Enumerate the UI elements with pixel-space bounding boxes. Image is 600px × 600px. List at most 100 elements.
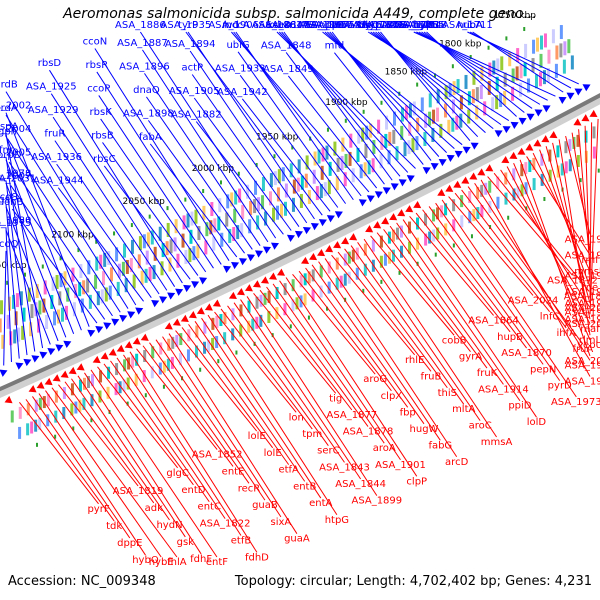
forward-gene-label: ASA_1848 <box>261 40 312 51</box>
feature-block <box>215 336 219 349</box>
forward-gene-label: ASA_1783 <box>388 20 439 31</box>
reverse-gene-label: htpG <box>325 515 349 526</box>
feature-block <box>218 198 222 213</box>
feature-block <box>80 298 84 313</box>
feature-block <box>379 235 383 248</box>
forward-gene-labels: ccoQ ASA_1980 ccoS ASA_1978 fnr uspA ASA_1975 g… <box>0 20 493 250</box>
forward-gene-label: nrdB <box>0 80 18 91</box>
feature-block <box>527 78 531 93</box>
gene-leader-line <box>155 339 266 501</box>
gene-leader-line <box>519 159 591 357</box>
feature-block <box>238 188 242 203</box>
feature-block <box>542 70 546 85</box>
reverse-gene-label: fhlA <box>167 557 187 568</box>
feature-block <box>269 173 273 188</box>
feature-block <box>261 195 265 210</box>
gene-leader-line <box>363 238 497 438</box>
forward-cds-arrow <box>454 150 463 158</box>
gene-leader-line <box>480 179 591 377</box>
gene-leader-line <box>402 219 537 418</box>
gene-leader-line <box>5 180 28 356</box>
tick-mark <box>35 442 38 447</box>
reverse-cds-arrow <box>453 180 462 188</box>
feature-block <box>109 267 113 282</box>
forward-gene-label: ccoP <box>87 83 110 94</box>
gene-leader-line <box>241 98 331 212</box>
forward-gene-label: ASA_1882 <box>171 110 222 121</box>
forward-cds-arrow <box>382 187 391 195</box>
forward-cds-arrow <box>127 311 136 319</box>
feature-block <box>307 190 311 205</box>
gene-leader-line <box>58 384 139 487</box>
feature-block <box>299 295 303 308</box>
feature-block <box>492 60 496 75</box>
feature-block <box>436 89 440 104</box>
forward-cds-arrow <box>15 362 24 370</box>
reverse-gene-label: thiS <box>438 388 457 399</box>
feature-block <box>556 145 560 158</box>
reverse-cds-arrow <box>236 287 245 296</box>
feature-block <box>395 146 399 161</box>
feature-block <box>246 184 250 199</box>
feature-block <box>196 244 200 259</box>
reverse-gene-label: cobB <box>442 335 467 346</box>
feature-block <box>192 246 196 261</box>
feature-block <box>468 211 472 224</box>
gene-leader-line <box>97 366 179 469</box>
forward-gene-label: ASA_1754 <box>391 20 442 31</box>
feature-block <box>197 226 201 241</box>
reverse-gene-label: ASA_2063 <box>565 303 600 314</box>
feature-block <box>95 256 99 271</box>
gene-leader-line <box>272 283 385 444</box>
feature-block <box>108 285 112 300</box>
feature-block <box>395 227 399 240</box>
tick-mark <box>95 239 98 244</box>
feature-block <box>392 129 396 144</box>
forward-cds-arrow <box>406 175 415 183</box>
gene-leader-line <box>96 71 222 265</box>
feature-block <box>564 161 568 174</box>
forward-gene-label: fabA <box>139 132 162 143</box>
reverse-cds-arrow <box>60 370 69 378</box>
forward-gene-label: nuoA <box>457 20 483 31</box>
gene-leader-line <box>331 254 416 356</box>
reverse-cds-arrow <box>28 385 37 393</box>
feature-block <box>367 160 371 175</box>
tick-mark <box>199 367 202 372</box>
gene-leader-line <box>64 381 155 504</box>
gene-leader-line <box>129 351 258 553</box>
feature-block <box>132 274 136 289</box>
feature-block <box>55 274 59 289</box>
forward-gene-label: ASA_1837 <box>353 20 404 31</box>
forward-cds-arrow <box>558 96 567 104</box>
feature-block <box>351 249 355 262</box>
feature-block <box>126 377 130 390</box>
feature-block <box>210 202 214 217</box>
gene-leader-line <box>428 206 544 365</box>
feature-block <box>117 263 121 278</box>
feature-block <box>267 310 271 323</box>
reverse-gene-label: ASA_1986 <box>565 308 600 319</box>
feature-block <box>496 176 500 189</box>
gene-leader-line <box>545 146 591 304</box>
feature-block <box>415 136 419 151</box>
feature-block <box>26 403 30 416</box>
feature-block <box>291 299 295 312</box>
forward-cds-arrow <box>111 318 120 326</box>
feature-block <box>399 225 403 238</box>
forward-gene-label: hyfA <box>413 20 436 31</box>
feature-block <box>257 197 261 212</box>
feature-block <box>15 293 19 308</box>
gene-leader-line <box>233 302 345 463</box>
gene-leader-line <box>90 369 218 558</box>
gene-leader-line <box>5 91 137 306</box>
reverse-gene-label: ASA_1916 <box>565 377 600 388</box>
reverse-gene-label: ihfA <box>556 328 576 339</box>
feature-block <box>432 209 436 222</box>
forward-cds-arrow <box>135 307 144 315</box>
feature-block <box>106 386 110 399</box>
gene-leader-line <box>149 143 238 258</box>
gene-leader-line <box>322 31 463 146</box>
feature-block <box>30 304 34 319</box>
tick-mark <box>380 279 383 284</box>
